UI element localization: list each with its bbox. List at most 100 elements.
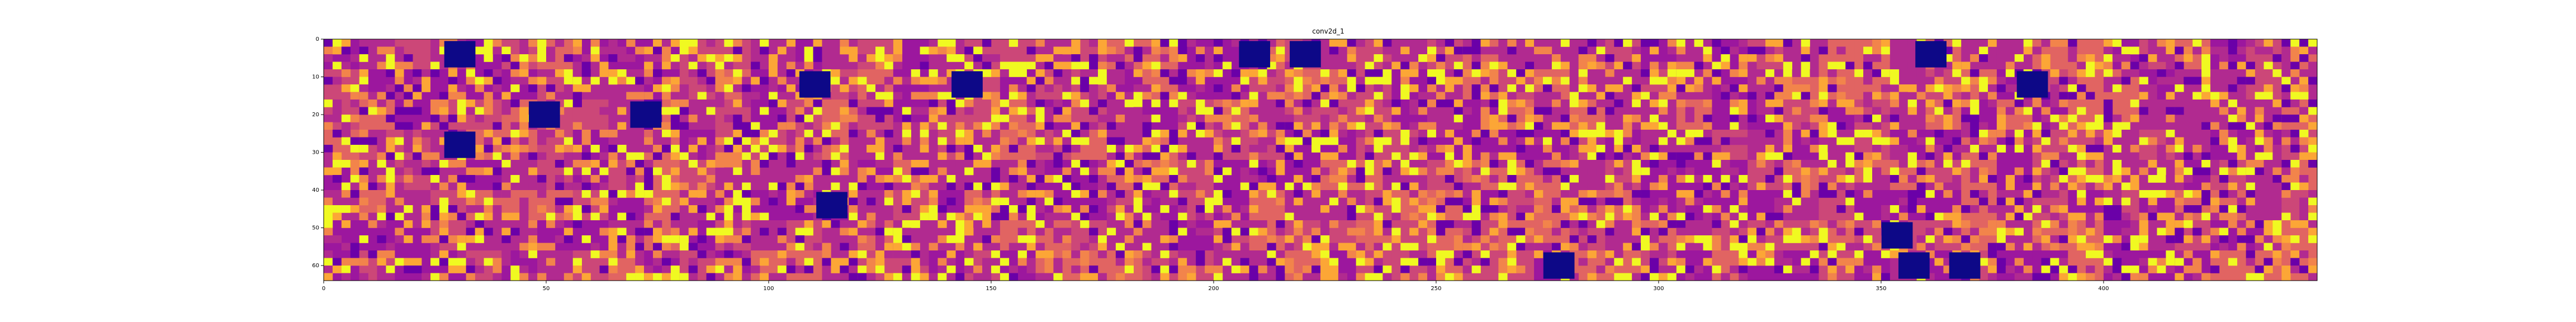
heatmap-cell: [1694, 39, 1703, 47]
heatmap-cell: [2272, 122, 2282, 130]
heatmap-cell: [1605, 175, 1614, 183]
heatmap-cell: [661, 137, 671, 145]
heatmap-cell: [2281, 137, 2291, 145]
heatmap-cell: [1418, 92, 1428, 100]
heatmap-cell: [1987, 100, 1997, 107]
heatmap-cell: [2246, 258, 2255, 266]
heatmap-cell: [1765, 250, 1775, 258]
heatmap-cell: [350, 205, 359, 213]
heatmap-cell: [1641, 228, 1650, 236]
heatmap-cell: [1374, 145, 1383, 153]
heatmap-cell: [386, 243, 395, 251]
heatmap-cell: [2290, 145, 2300, 153]
heatmap-cell: [332, 205, 342, 213]
heatmap-cell: [1400, 258, 1410, 266]
heatmap-cell: [715, 190, 724, 198]
heatmap-cell: [893, 39, 903, 47]
heatmap-cell: [1596, 152, 1606, 160]
heatmap-cell: [1026, 205, 1036, 213]
heatmap-cell: [2032, 190, 2042, 198]
heatmap-cell: [1124, 100, 1134, 107]
heatmap-cell: [2228, 130, 2238, 138]
heatmap-cell: [1632, 160, 1641, 168]
heatmap-cell: [324, 152, 333, 160]
heatmap-cell: [902, 235, 911, 243]
heatmap-cell: [528, 152, 538, 160]
heatmap-cell: [1445, 160, 1455, 168]
heatmap-cell: [1970, 107, 1980, 115]
heatmap-cell: [1160, 130, 1169, 138]
heatmap-cell: [679, 220, 689, 228]
heatmap-cell: [1748, 258, 1757, 266]
heatmap-cell: [413, 145, 422, 153]
heatmap-cell: [1827, 160, 1837, 168]
heatmap-cell: [1196, 84, 1205, 92]
heatmap-cell: [2237, 145, 2246, 153]
heatmap-cell: [1356, 84, 1365, 92]
heatmap-cell: [1641, 122, 1650, 130]
heatmap-cell: [751, 266, 760, 273]
heatmap-cell: [1748, 61, 1757, 70]
heatmap-cell: [1400, 160, 1410, 168]
heatmap-cell: [2219, 54, 2229, 62]
heatmap-cell: [2184, 167, 2193, 176]
heatmap-cell: [1898, 92, 1908, 100]
heatmap-cell: [911, 266, 920, 273]
heatmap-cell: [413, 266, 422, 273]
heatmap-cell: [1970, 167, 1980, 176]
heatmap-cell: [1347, 250, 1356, 258]
heatmap-cell: [1044, 145, 1054, 153]
heatmap-cell: [1890, 92, 1900, 100]
dead-filter-tile: [1881, 222, 1913, 249]
heatmap-cell: [1907, 100, 1917, 107]
heatmap-cell: [1418, 258, 1428, 266]
heatmap-cell: [679, 39, 689, 47]
heatmap-cell: [1231, 130, 1241, 138]
heatmap-cell: [2014, 54, 2024, 62]
heatmap-cell: [1792, 54, 1801, 62]
heatmap-cell: [2005, 182, 2015, 191]
heatmap-cell: [849, 92, 858, 100]
heatmap-cell: [1098, 160, 1107, 168]
heatmap-cell: [332, 152, 342, 160]
heatmap-cell: [1560, 115, 1570, 122]
heatmap-cell: [724, 160, 733, 168]
heatmap-cell: [2139, 54, 2148, 62]
heatmap-cell: [386, 250, 395, 258]
heatmap-cell: [1587, 235, 1597, 243]
heatmap-cell: [2201, 235, 2211, 243]
heatmap-cell: [626, 243, 636, 251]
heatmap-cell: [911, 250, 920, 258]
heatmap-cell: [1169, 137, 1178, 145]
heatmap-cell: [973, 145, 983, 153]
heatmap-cell: [1320, 122, 1330, 130]
heatmap-cell: [1311, 84, 1321, 92]
heatmap-cell: [1765, 46, 1775, 55]
heatmap-cell: [670, 107, 680, 115]
heatmap-cell: [1987, 243, 1997, 251]
heatmap-cell: [1462, 235, 1472, 243]
heatmap-cell: [991, 197, 1001, 206]
heatmap-cell: [457, 84, 467, 92]
heatmap-cell: [413, 77, 422, 85]
heatmap-cell: [1916, 69, 1926, 77]
heatmap-cell: [1311, 190, 1321, 198]
heatmap-cell: [1196, 46, 1205, 55]
heatmap-cell: [822, 258, 831, 266]
heatmap-cell: [2272, 115, 2282, 122]
heatmap-cell: [768, 77, 778, 85]
heatmap-cell: [1213, 137, 1223, 145]
heatmap-cell: [1374, 77, 1383, 85]
heatmap-cell: [2112, 130, 2122, 138]
heatmap-cell: [1338, 115, 1348, 122]
heatmap-cell: [519, 54, 529, 62]
heatmap-cell: [768, 61, 778, 70]
heatmap-cell: [1569, 145, 1579, 153]
heatmap-cell: [1863, 92, 1873, 100]
heatmap-cell: [1462, 46, 1472, 55]
heatmap-cell: [929, 100, 938, 107]
heatmap-cell: [2157, 46, 2166, 55]
heatmap-cell: [1614, 167, 1623, 176]
heatmap-cell: [2255, 107, 2264, 115]
heatmap-cell: [2032, 145, 2042, 153]
